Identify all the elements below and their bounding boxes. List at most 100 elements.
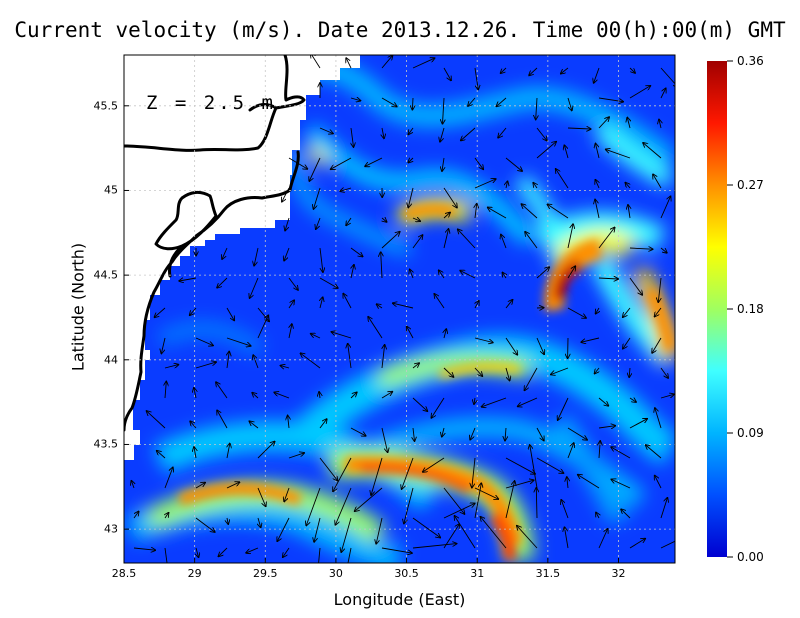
velocity-arrow	[246, 547, 259, 553]
velocity-arrow	[412, 517, 440, 538]
velocity-arrow	[217, 410, 228, 429]
velocity-arrow	[340, 188, 352, 191]
velocity-arrow	[408, 158, 413, 163]
velocity-arrow	[536, 457, 563, 473]
velocity-arrow	[288, 157, 307, 169]
velocity-arrow	[442, 157, 444, 171]
velocity-arrow	[257, 487, 266, 506]
y-axis-label: Latitude (North)	[68, 242, 88, 372]
velocity-arrow	[282, 187, 290, 202]
velocity-arrow	[444, 329, 446, 339]
velocity-arrow	[301, 353, 321, 369]
velocity-arrow	[598, 426, 615, 428]
velocity-arrow	[474, 483, 481, 519]
velocity-arrow	[567, 224, 573, 249]
x-tick-label: 32	[611, 567, 626, 580]
velocity-arrow	[381, 547, 412, 553]
velocity-arrow	[474, 179, 496, 189]
velocity-arrow	[350, 427, 366, 436]
velocity-arrow	[594, 67, 600, 83]
velocity-arrow	[402, 457, 414, 489]
velocity-arrow	[443, 229, 449, 249]
velocity-arrow	[179, 278, 197, 281]
velocity-arrow	[249, 421, 259, 429]
velocity-arrow	[596, 144, 600, 159]
velocity-arrow	[481, 517, 507, 549]
velocity-arrow	[567, 97, 572, 110]
velocity-arrows	[131, 55, 675, 563]
velocity-arrow	[371, 457, 383, 495]
velocity-arrow	[501, 235, 507, 249]
velocity-arrow	[567, 128, 591, 129]
velocity-arrow	[281, 366, 290, 368]
velocity-arrow	[596, 307, 599, 314]
y-tick-label: 44.5	[93, 268, 119, 282]
velocity-arrow	[443, 187, 457, 208]
velocity-arrow	[518, 397, 538, 406]
velocity-arrow	[629, 398, 636, 402]
velocity-arrow	[226, 337, 251, 346]
velocity-arrow	[165, 513, 169, 519]
velocity-arrow	[530, 445, 538, 489]
velocity-arrow	[567, 443, 574, 459]
velocity-arrow	[412, 58, 435, 69]
velocity-arrow	[474, 337, 493, 343]
velocity-arrow	[319, 247, 323, 272]
velocity-arrow	[595, 180, 599, 189]
velocity-arrow	[629, 419, 647, 429]
velocity-arrow	[346, 58, 352, 69]
velocity-arrow	[161, 337, 166, 353]
velocity-arrow	[567, 427, 587, 440]
velocity-arrow	[460, 271, 476, 279]
velocity-arrow	[335, 487, 352, 525]
velocity-arrow	[195, 483, 205, 489]
velocity-arrow	[133, 512, 139, 519]
velocity-arrow	[443, 67, 451, 80]
velocity-arrow	[407, 327, 414, 339]
velocity-arrow	[440, 127, 445, 142]
velocity-arrow	[285, 217, 290, 231]
velocity-arrow	[525, 232, 538, 249]
velocity-arrow	[536, 427, 544, 441]
velocity-arrow	[194, 447, 196, 459]
velocity-arrow	[525, 367, 538, 390]
plot-frame	[123, 54, 676, 564]
velocity-arrow	[536, 97, 537, 119]
velocity-arrow	[288, 416, 289, 429]
tick-marks	[123, 105, 619, 563]
y-tick-label: 44	[104, 353, 118, 367]
velocity-arrow	[660, 540, 675, 549]
velocity-arrow	[348, 344, 352, 369]
velocity-arrow	[365, 157, 383, 166]
y-tick-label: 43.5	[93, 437, 119, 451]
velocity-arrow	[288, 277, 298, 290]
velocity-arrow	[381, 392, 392, 399]
velocity-arrow	[629, 67, 635, 73]
velocity-arrow	[505, 337, 517, 355]
velocity-arrow	[319, 419, 327, 429]
velocity-arrow	[655, 408, 662, 429]
velocity-arrow	[660, 88, 666, 99]
velocity-arrow	[646, 445, 662, 459]
velocity-arrow	[455, 516, 476, 549]
y-tick-label: 45	[104, 183, 118, 197]
velocity-arrow	[288, 300, 294, 309]
velocity-arrow	[284, 487, 290, 501]
velocity-arrow	[277, 517, 290, 541]
velocity-arrow	[653, 174, 662, 189]
velocity-arrow	[274, 392, 290, 399]
velocity-arrow	[319, 127, 333, 134]
velocity-arrow	[368, 317, 383, 339]
velocity-arrow	[147, 411, 166, 429]
colorbar-tick-label: 0.18	[737, 302, 764, 316]
depth-label: Z = 2.5 m	[146, 92, 276, 114]
velocity-arrow	[250, 277, 259, 298]
velocity-arrow	[254, 247, 259, 266]
velocity-arrow	[443, 213, 450, 219]
velocity-arrow	[474, 397, 475, 404]
velocity-arrow	[410, 270, 413, 279]
velocity-arrow	[536, 267, 549, 279]
velocity-arrow	[505, 427, 506, 441]
velocity-arrow	[627, 118, 630, 129]
